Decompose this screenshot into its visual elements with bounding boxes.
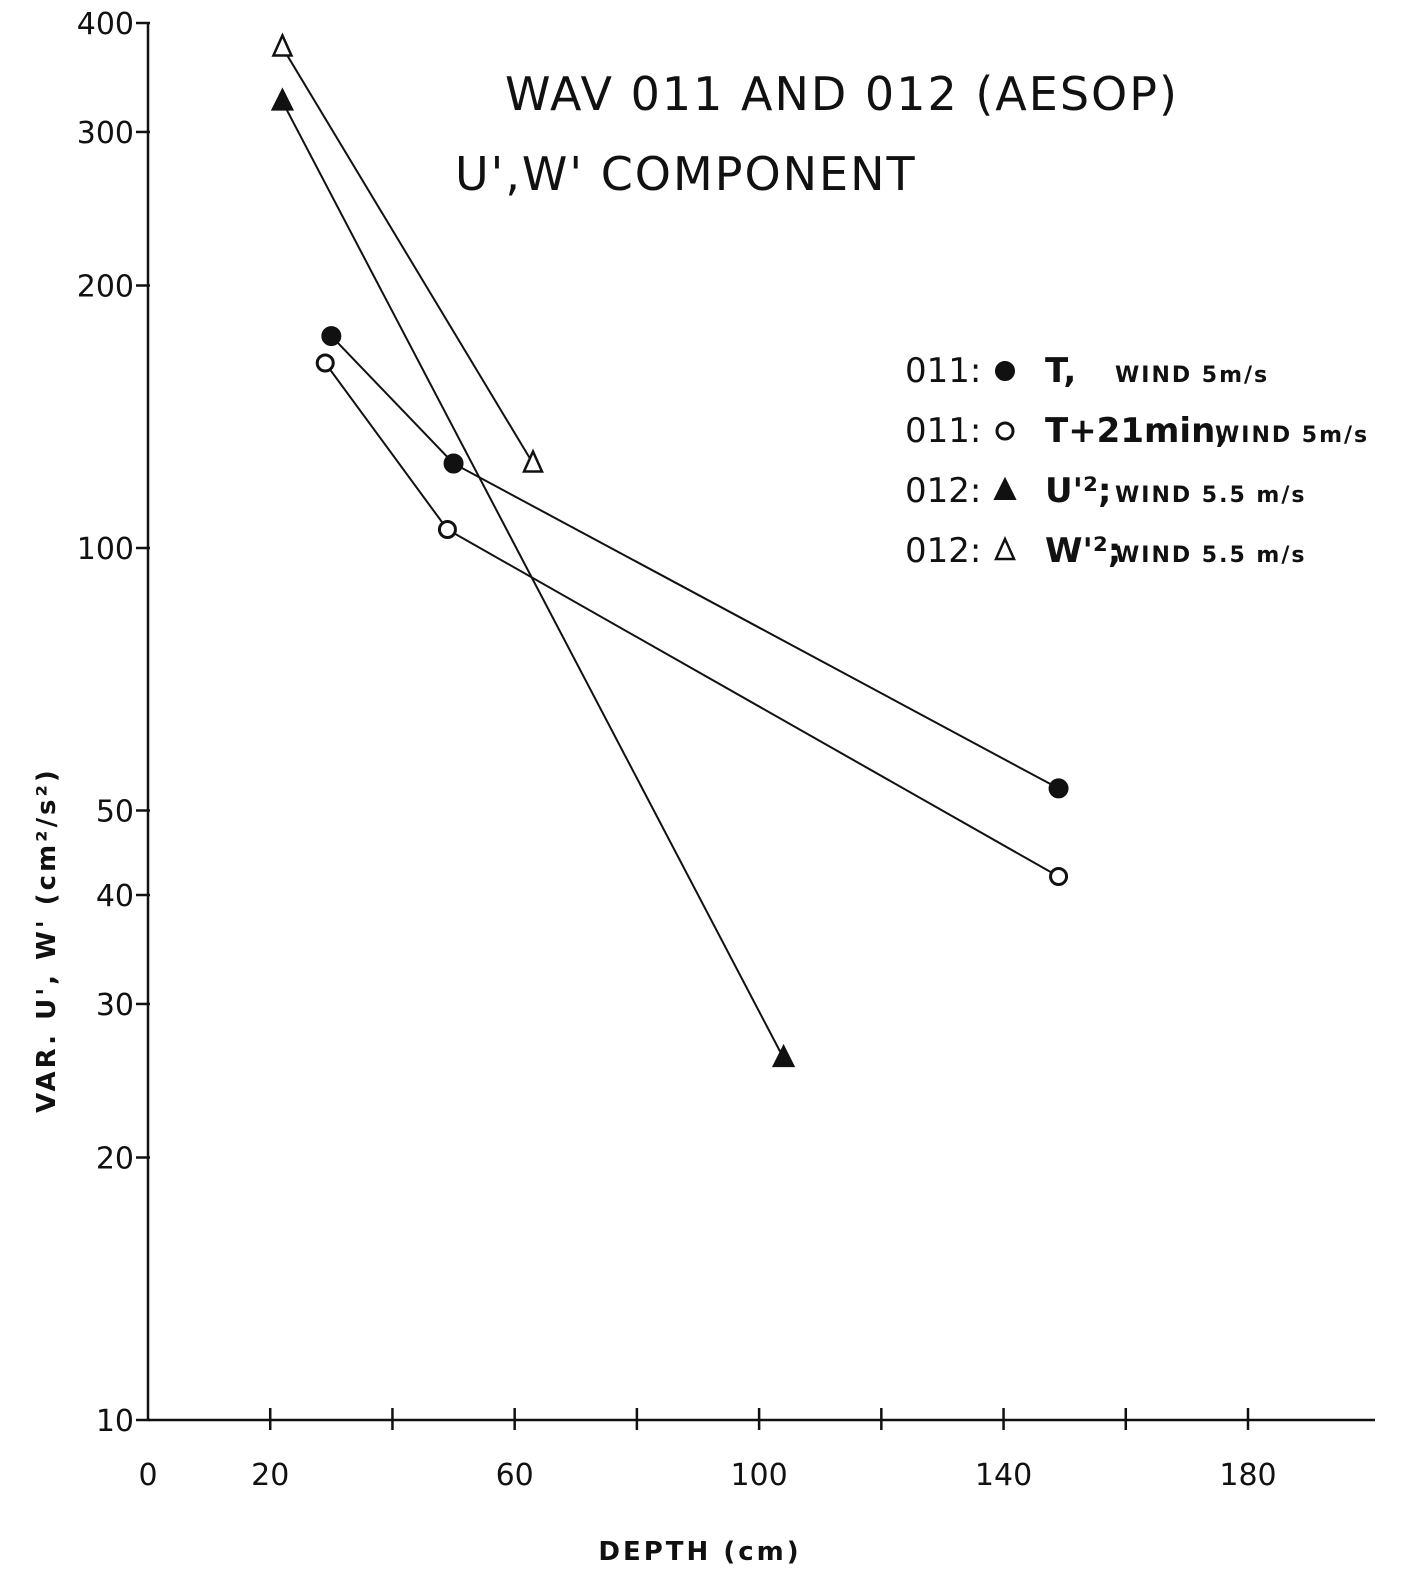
legend-marker-0 (995, 361, 1015, 381)
y-tick-label-20: 20 (96, 1142, 134, 1177)
x-axis-label: DEPTH (cm) (598, 1537, 801, 1567)
markers (270, 32, 1069, 1068)
legend-label-3: W'²; (1045, 531, 1121, 571)
legend-id-3: 012: (905, 531, 981, 571)
data-point-s0-1 (443, 453, 464, 474)
data-point-s3-0 (271, 32, 294, 57)
data-point-s0-2 (1048, 778, 1069, 799)
x-tick-label-140: 140 (975, 1458, 1032, 1493)
legend-marker-2 (993, 476, 1017, 500)
x-tick-label-180: 180 (1219, 1458, 1276, 1493)
legend-wind-3: WIND 5.5 m/s (1115, 543, 1306, 568)
data-point-s2-1 (771, 1043, 796, 1068)
y-tick-label-100: 100 (77, 532, 134, 567)
legend-marker-3 (994, 535, 1016, 561)
legend-id-2: 012: (905, 471, 981, 511)
x-tick-label-100: 100 (730, 1458, 787, 1493)
data-point-s3-1 (522, 448, 544, 473)
y-tick-label-30: 30 (96, 988, 134, 1023)
data-point-s1-2 (1049, 867, 1069, 887)
x-tick-label-0: 0 (138, 1458, 157, 1493)
y-axis-label: VAR. U', W' (cm²/s²) (32, 767, 62, 1113)
title-group: WAV 011 AND 012 (AESOP) U',W' COMPONENT (455, 67, 1179, 201)
y-tick-label-40: 40 (96, 879, 134, 914)
legend-label-0: T, (1045, 351, 1076, 391)
chart-title: WAV 011 AND 012 (AESOP) (505, 67, 1179, 121)
y-tick-label-10: 10 (96, 1404, 134, 1439)
legend-label-1: T+21min, (1045, 411, 1228, 451)
data-point-s1-1 (437, 520, 457, 540)
data-point-s1-0 (315, 353, 335, 373)
y-tick-label-300: 300 (77, 116, 134, 151)
chart-subtitle: U',W' COMPONENT (455, 147, 917, 201)
data-point-s2-0 (270, 87, 295, 111)
x-tick-label-20: 20 (251, 1458, 289, 1493)
data-point-s0-0 (321, 326, 342, 347)
legend-id-1: 011: (905, 411, 981, 451)
legend-id-0: 011: (905, 351, 981, 391)
y-tick-label-200: 200 (77, 270, 134, 305)
legend-wind-1: WIND 5m/s (1215, 423, 1369, 448)
y-tick-label-50: 50 (96, 794, 134, 829)
series-line-2 (281, 101, 785, 1059)
legend-marker-1 (995, 421, 1015, 441)
legend-wind-2: WIND 5.5 m/s (1115, 483, 1306, 508)
legend-wind-0: WIND 5m/s (1115, 363, 1269, 388)
y-tick-label-400: 400 (77, 7, 134, 42)
series-line-3 (281, 46, 534, 465)
legend-label-2: U'²; (1045, 471, 1112, 511)
x-tick-label-60: 60 (496, 1458, 534, 1493)
axes: 10 20 30 40 50 100 200 300 400 0 20 60 100 140 180 (77, 7, 1375, 1493)
